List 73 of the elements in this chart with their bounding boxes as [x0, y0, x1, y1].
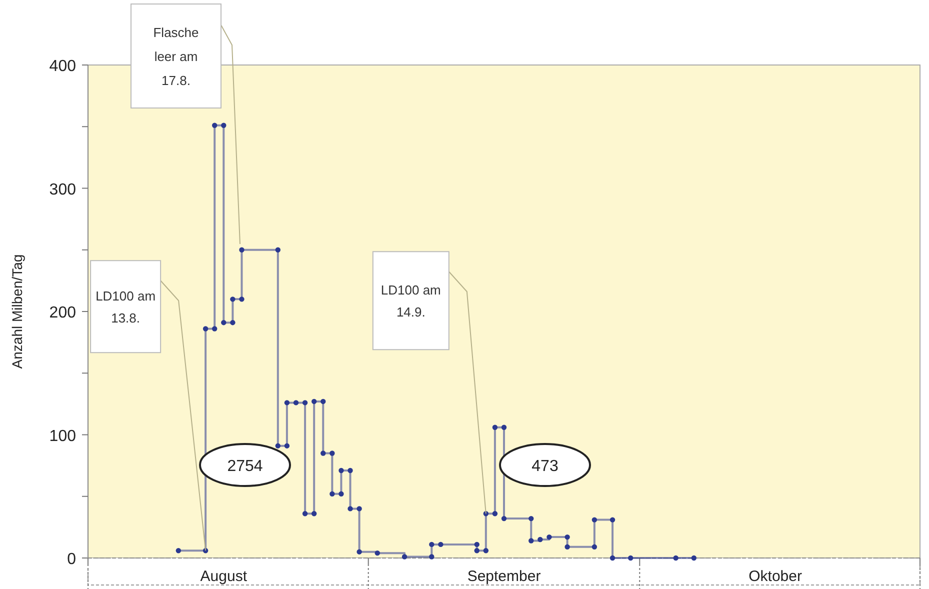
point: [202, 326, 208, 332]
callout: LD100 am 14.9.: [372, 251, 486, 514]
point: [230, 320, 236, 326]
y-tick-label: 300: [49, 181, 76, 198]
point: [501, 516, 507, 522]
annotation: LD100 am 14.9.: [380, 282, 441, 320]
y-tick-label: 0: [67, 551, 76, 568]
point: [320, 398, 326, 404]
point: [374, 550, 380, 556]
point: [239, 296, 244, 302]
point: [348, 468, 353, 474]
point: [356, 506, 362, 512]
point: [429, 554, 434, 560]
point: [610, 555, 616, 561]
point: [302, 511, 308, 516]
point: [528, 538, 534, 544]
x-tick-label: August: [200, 568, 248, 585]
point: [564, 544, 570, 550]
annotation: Flasche leer am 17.8.: [153, 25, 199, 88]
point: [501, 424, 507, 430]
point: [221, 320, 226, 326]
point: [176, 548, 182, 554]
x-tick-label: Oktober: [748, 568, 802, 585]
y-axis-title: Anzahl Milben/Tag: [9, 254, 25, 369]
point: [492, 511, 498, 516]
y-tick-label: 200: [49, 304, 76, 322]
point: [212, 326, 218, 332]
annotation: 2754: [227, 458, 263, 475]
point: [673, 555, 678, 561]
point: [212, 122, 218, 128]
point: [483, 548, 489, 554]
point: [492, 424, 498, 430]
point: [284, 400, 290, 406]
x-tick-label: September: [467, 568, 541, 585]
point: [691, 555, 697, 561]
point: [221, 122, 226, 128]
point: [538, 536, 543, 542]
point: [311, 398, 317, 404]
point: [610, 517, 616, 522]
y-tick-label: 400: [49, 58, 76, 75]
oval-label: 473: [499, 443, 591, 487]
point: [302, 400, 308, 406]
y-tick-label: 100: [49, 428, 76, 445]
point: [564, 534, 570, 540]
oval-label: 2754: [199, 443, 291, 487]
point: [330, 491, 335, 497]
point: [474, 548, 480, 554]
point: [284, 443, 290, 448]
point: [429, 542, 434, 548]
point: [546, 534, 552, 540]
annotation: LD100 am 13.8.: [96, 288, 156, 326]
point: [528, 516, 534, 522]
point: [275, 247, 281, 252]
point: [356, 549, 362, 554]
point: [239, 247, 244, 252]
point: [402, 554, 408, 560]
point: [275, 443, 281, 448]
point: [330, 450, 335, 456]
point: [592, 544, 598, 550]
point: [628, 555, 634, 561]
point: [293, 400, 299, 406]
point: [311, 511, 317, 516]
point: [338, 468, 344, 474]
point: [230, 296, 236, 302]
callout: LD100 am 13.8.: [90, 260, 206, 552]
point: [348, 506, 353, 512]
point: [474, 542, 480, 548]
annotation: 473: [532, 458, 558, 475]
callout: Flasche leer am 17.8.: [130, 4, 240, 244]
point: [320, 450, 326, 456]
point: [592, 517, 598, 522]
point: [438, 542, 444, 548]
point: [338, 491, 344, 497]
